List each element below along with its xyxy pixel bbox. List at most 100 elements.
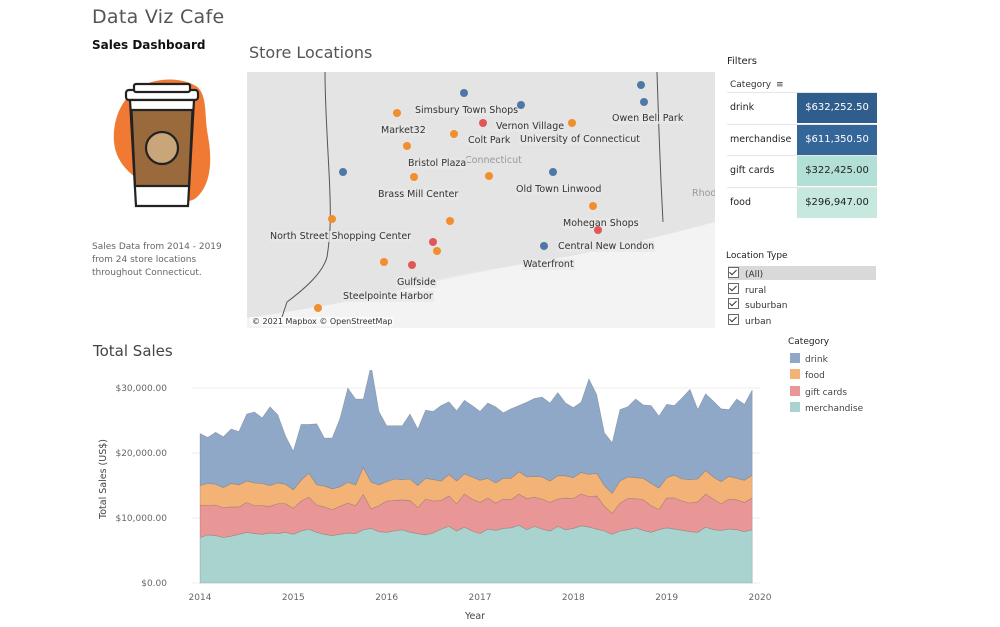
- store-label: Bristol Plaza: [407, 158, 468, 169]
- x-tick-label: 2020: [749, 593, 772, 603]
- dashboard-title: Sales Dashboard: [92, 38, 206, 52]
- store-marker[interactable]: [328, 215, 336, 223]
- store-label: North Street Shopping Center: [269, 231, 413, 242]
- category-name: food: [730, 196, 751, 208]
- store-label: Vernon Village: [495, 121, 566, 132]
- store-label: Simsbury Town Shops: [414, 105, 520, 116]
- store-marker[interactable]: [393, 109, 401, 117]
- category-total: $632,252.50: [797, 93, 877, 123]
- store-marker[interactable]: [429, 238, 437, 246]
- area-series-drink[interactable]: [199, 370, 753, 494]
- legend-swatch: [790, 369, 800, 380]
- legend-label: drink: [805, 355, 828, 365]
- location-type-label: (All): [745, 270, 764, 280]
- category-name: drink: [730, 102, 755, 113]
- store-label: Gulfside: [396, 277, 437, 288]
- store-locations-map[interactable]: Connecticut Rhod Simsbury Town Shops Vern…: [247, 72, 715, 328]
- dashboard-description: Sales Data from 2014 - 2019 from 24 stor…: [92, 242, 222, 278]
- location-type-label: suburban: [745, 301, 788, 311]
- store-marker[interactable]: [314, 304, 322, 312]
- category-total: $611,350.50: [797, 124, 877, 155]
- store-marker[interactable]: [460, 89, 468, 97]
- category-sort-header[interactable]: Category ≡: [730, 80, 784, 90]
- checkbox-icon[interactable]: [728, 313, 739, 325]
- total-sales-area-chart[interactable]: $0.00 $10,000.00 $20,000.00 $30,000.00 2014 2…: [90, 370, 780, 627]
- category-total: $296,947.00: [797, 187, 877, 218]
- checkbox-icon[interactable]: [728, 298, 739, 309]
- store-label: University of Connecticut: [519, 134, 642, 145]
- checkbox-icon[interactable]: [728, 282, 739, 294]
- y-tick-label: $30,000.00: [115, 384, 167, 394]
- location-type-option[interactable]: (All): [728, 266, 876, 280]
- y-axis-title: Total Sales (US$): [98, 439, 109, 520]
- legend-item[interactable]: drink: [790, 352, 828, 366]
- store-label: Market32: [380, 125, 427, 136]
- legend-label: gift cards: [805, 387, 848, 398]
- store-label: Waterfront: [522, 259, 575, 270]
- category-name: gift cards: [730, 165, 775, 176]
- store-marker[interactable]: [450, 130, 458, 138]
- store-marker[interactable]: [637, 81, 645, 89]
- y-tick-label: $20,000.00: [115, 449, 167, 459]
- store-marker[interactable]: [589, 202, 597, 210]
- area-series-merchandise[interactable]: [199, 524, 753, 584]
- cup-emblem: [144, 130, 180, 166]
- location-type-title: Location Type: [726, 251, 788, 261]
- location-type-option[interactable]: urban: [728, 313, 876, 327]
- store-marker[interactable]: [410, 173, 418, 181]
- store-marker[interactable]: [485, 172, 493, 180]
- x-tick-label: 2014: [189, 593, 212, 603]
- legend-item[interactable]: food: [790, 368, 825, 382]
- store-marker[interactable]: [403, 142, 411, 150]
- legend-swatch: [790, 401, 800, 412]
- legend-swatch: [790, 353, 800, 363]
- store-marker[interactable]: [380, 258, 388, 266]
- store-label: Mohegan Shops: [562, 218, 640, 229]
- legend-swatch: [790, 385, 800, 396]
- store-marker[interactable]: [339, 168, 347, 176]
- x-tick-label: 2019: [655, 593, 678, 603]
- category-filter-row[interactable]: food $296,947.00: [727, 186, 877, 218]
- category-total: $322,425.00: [797, 156, 877, 186]
- legend-label: food: [805, 371, 825, 382]
- sort-icon[interactable]: ≡: [776, 80, 784, 90]
- store-marker[interactable]: [568, 119, 576, 127]
- y-tick-label: $10,000.00: [115, 514, 167, 524]
- app-title: Data Viz Cafe: [92, 6, 225, 28]
- cup-lid-top: [132, 82, 192, 94]
- total-sales-title: Total Sales: [93, 342, 173, 360]
- category-filter-row[interactable]: drink $632,252.50: [727, 92, 877, 123]
- store-marker[interactable]: [594, 226, 602, 234]
- category-filter-row[interactable]: merchandise $611,350.50: [727, 123, 877, 155]
- store-marker[interactable]: [640, 98, 648, 106]
- checkbox-icon[interactable]: [728, 267, 739, 278]
- legend-item[interactable]: gift cards: [790, 385, 847, 399]
- location-type-label: rural: [745, 285, 767, 296]
- location-type-option[interactable]: suburban: [728, 297, 876, 311]
- store-marker[interactable]: [540, 242, 548, 250]
- location-type-label: urban: [745, 316, 772, 327]
- location-type-option[interactable]: rural: [728, 282, 876, 296]
- store-marker[interactable]: [433, 247, 441, 255]
- store-label: Brass Mill Center: [377, 189, 460, 200]
- store-marker[interactable]: [517, 101, 525, 109]
- store-marker[interactable]: [479, 119, 487, 127]
- store-marker[interactable]: [408, 261, 416, 269]
- store-marker[interactable]: [549, 168, 557, 176]
- store-label: Owen Bell Park: [611, 113, 685, 124]
- map-title: Store Locations: [249, 43, 373, 62]
- store-label: Old Town Linwood: [515, 184, 603, 195]
- filters-title: Filters: [727, 56, 757, 67]
- store-label: Central New London: [557, 241, 656, 252]
- x-axis-title: Year: [464, 611, 485, 622]
- legend-item[interactable]: merchandise: [790, 401, 863, 415]
- map-state-label: Rhod: [692, 188, 715, 199]
- category-filter-row[interactable]: gift cards $322,425.00: [727, 155, 877, 186]
- x-tick-label: 2017: [469, 593, 492, 603]
- map-attribution: © 2021 Mapbox © OpenStreetMap: [250, 317, 395, 326]
- store-marker[interactable]: [446, 217, 454, 225]
- coffee-cup-logo: [113, 79, 211, 208]
- x-tick-label: 2015: [282, 593, 305, 603]
- x-tick-label: 2016: [375, 593, 398, 603]
- legend-label: merchandise: [805, 403, 864, 414]
